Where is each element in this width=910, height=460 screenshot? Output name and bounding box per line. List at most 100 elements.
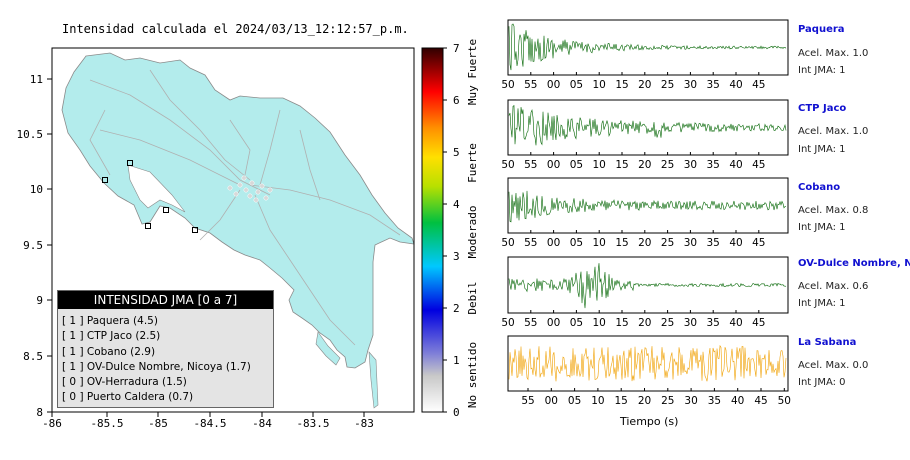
lat-tick-label: 9.5 — [23, 239, 43, 252]
panel-tick-label: 55 — [524, 79, 537, 91]
road-line — [259, 109, 281, 186]
station-name: Cobano — [798, 182, 841, 193]
waveform-trace — [508, 105, 787, 146]
panel-tick-label: 40 — [729, 317, 742, 329]
intensity-legend: INTENSIDAD JMA [0 a 7] [ 1 ] Paquera (4.… — [57, 290, 274, 408]
panel-tick-label: 25 — [661, 395, 674, 407]
osa-peninsula — [315, 331, 341, 366]
panel-tick-label: 10 — [591, 395, 604, 407]
panel-tick-label: 20 — [638, 317, 651, 329]
station-acceleration: Acel. Max. 0.6 — [798, 281, 869, 292]
panel-tick-label: 05 — [570, 79, 583, 91]
colorbar-category-label: Moderado — [466, 206, 479, 259]
panel-tick-label: 05 — [570, 159, 583, 171]
panel-tick-label: 30 — [684, 237, 697, 249]
panel-tick-label: 35 — [707, 317, 720, 329]
panel-tick-label: 10 — [593, 159, 606, 171]
colorbar-tick-label: 4 — [453, 198, 460, 211]
lat-tick-label: 10 — [30, 183, 43, 196]
legend-item: [ 1 ] Cobano (2.9) — [62, 345, 156, 358]
urban-area-marker — [255, 189, 261, 195]
urban-area-marker — [233, 191, 239, 197]
panel-tick-label: 45 — [754, 395, 767, 407]
station-intensity: Int JMA: 1 — [798, 222, 846, 233]
station-name: La Sabana — [798, 337, 857, 348]
lon-tick-label: -85.5 — [90, 417, 123, 430]
station-marker — [102, 177, 108, 183]
panel-tick-label: 35 — [707, 79, 720, 91]
panel-tick-label: 20 — [638, 79, 651, 91]
panel-tick-label: 30 — [684, 79, 697, 91]
burica-peninsula — [368, 351, 379, 409]
colorbar-tick-label: 2 — [453, 302, 460, 315]
colorbar-category-label: No sentido — [466, 342, 479, 408]
panel-tick-label: 50 — [501, 317, 514, 329]
urban-area-marker — [267, 187, 273, 193]
road-line — [254, 194, 356, 346]
panel-tick-label: 10 — [593, 237, 606, 249]
station-intensity: Int JMA: 0 — [798, 377, 846, 388]
road-line — [89, 109, 111, 176]
panel-tick-label: 10 — [593, 79, 606, 91]
panel-tick-label: 50 — [501, 79, 514, 91]
panel-tick-label: 00 — [547, 317, 560, 329]
costa-rica-landmass — [61, 52, 415, 369]
lat-tick-label: 8 — [36, 406, 43, 419]
seismogram-panel: 50 55 00 05 10 15 20 25 30 35 40 45 — [501, 99, 789, 171]
legend-list: [ 1 ] Paquera (4.5) [ 1 ] CTP Jaco (2.5)… — [62, 314, 273, 406]
map-title: Intensidad calculada el 2024/03/13_12:12… — [62, 22, 409, 36]
panel-tick-label: 20 — [638, 159, 651, 171]
waveform-trace — [508, 344, 787, 382]
station-intensity: Int JMA: 1 — [798, 298, 846, 309]
legend-item: [ 1 ] Paquera (4.5) — [62, 315, 158, 327]
colorbar-tick-label: 7 — [453, 42, 460, 55]
station-name: OV-Dulce Nombre, Nicoya — [798, 258, 910, 269]
panel-tick-label: 15 — [615, 317, 628, 329]
lat-tick-label: 11 — [30, 73, 43, 86]
lon-tick-label: -83 — [354, 417, 374, 430]
colorbar-category-label: Debil — [466, 281, 479, 314]
urban-area-marker — [247, 193, 253, 199]
panel-tick-label: 45 — [752, 237, 765, 249]
urban-area-marker — [263, 195, 269, 201]
panel-tick-label: 40 — [729, 79, 742, 91]
map-frame — [51, 47, 415, 413]
colorbar-category-label: Fuerte — [466, 143, 479, 183]
panel-tick-label: 35 — [707, 237, 720, 249]
urban-area-marker — [241, 175, 247, 181]
panel-tick-label: 45 — [752, 79, 765, 91]
panel-tick-label: 25 — [661, 237, 674, 249]
panel-tick-label: 10 — [593, 317, 606, 329]
panel-tick-label: 25 — [661, 79, 674, 91]
road-line — [229, 119, 251, 176]
lon-tick-label: -84 — [252, 417, 272, 430]
station-marker — [145, 223, 151, 229]
panel-tick-label: 35 — [707, 159, 720, 171]
station-marker — [163, 207, 169, 213]
lon-tick-label: -84.5 — [193, 417, 226, 430]
station-marker — [127, 160, 133, 166]
urban-area-marker — [249, 180, 255, 186]
panel-tick-label: 00 — [547, 237, 560, 249]
road-line — [199, 189, 241, 241]
seismogram-panel: 50 55 00 05 10 15 20 25 30 35 40 45 — [501, 19, 789, 91]
gulf-of-nicoya — [127, 164, 186, 213]
lat-tick-label: 8.5 — [23, 350, 43, 363]
station-acceleration: Acel. Max. 0.0 — [798, 360, 869, 371]
legend-header: INTENSIDAD JMA [0 a 7] — [58, 291, 273, 309]
colorbar-tick-label: 3 — [453, 250, 460, 263]
panel-tick-label: 40 — [731, 395, 744, 407]
station-marker — [192, 227, 198, 233]
x-axis-label: Tiempo (s) — [620, 415, 679, 428]
road-line — [89, 79, 271, 196]
station-intensity: Int JMA: 1 — [798, 65, 846, 76]
panel-tick-label: 05 — [570, 237, 583, 249]
panel-tick-label: 50 — [501, 237, 514, 249]
urban-area-marker — [253, 197, 259, 203]
road-line — [149, 69, 251, 181]
seismogram-panel: 50 55 00 05 10 15 20 25 30 35 40 45 — [501, 177, 789, 249]
panel-tick-label: 30 — [684, 395, 697, 407]
waveform-trace — [508, 23, 787, 71]
panel-tick-label: 50 — [501, 159, 514, 171]
lat-tick-label: 10.5 — [17, 128, 44, 141]
